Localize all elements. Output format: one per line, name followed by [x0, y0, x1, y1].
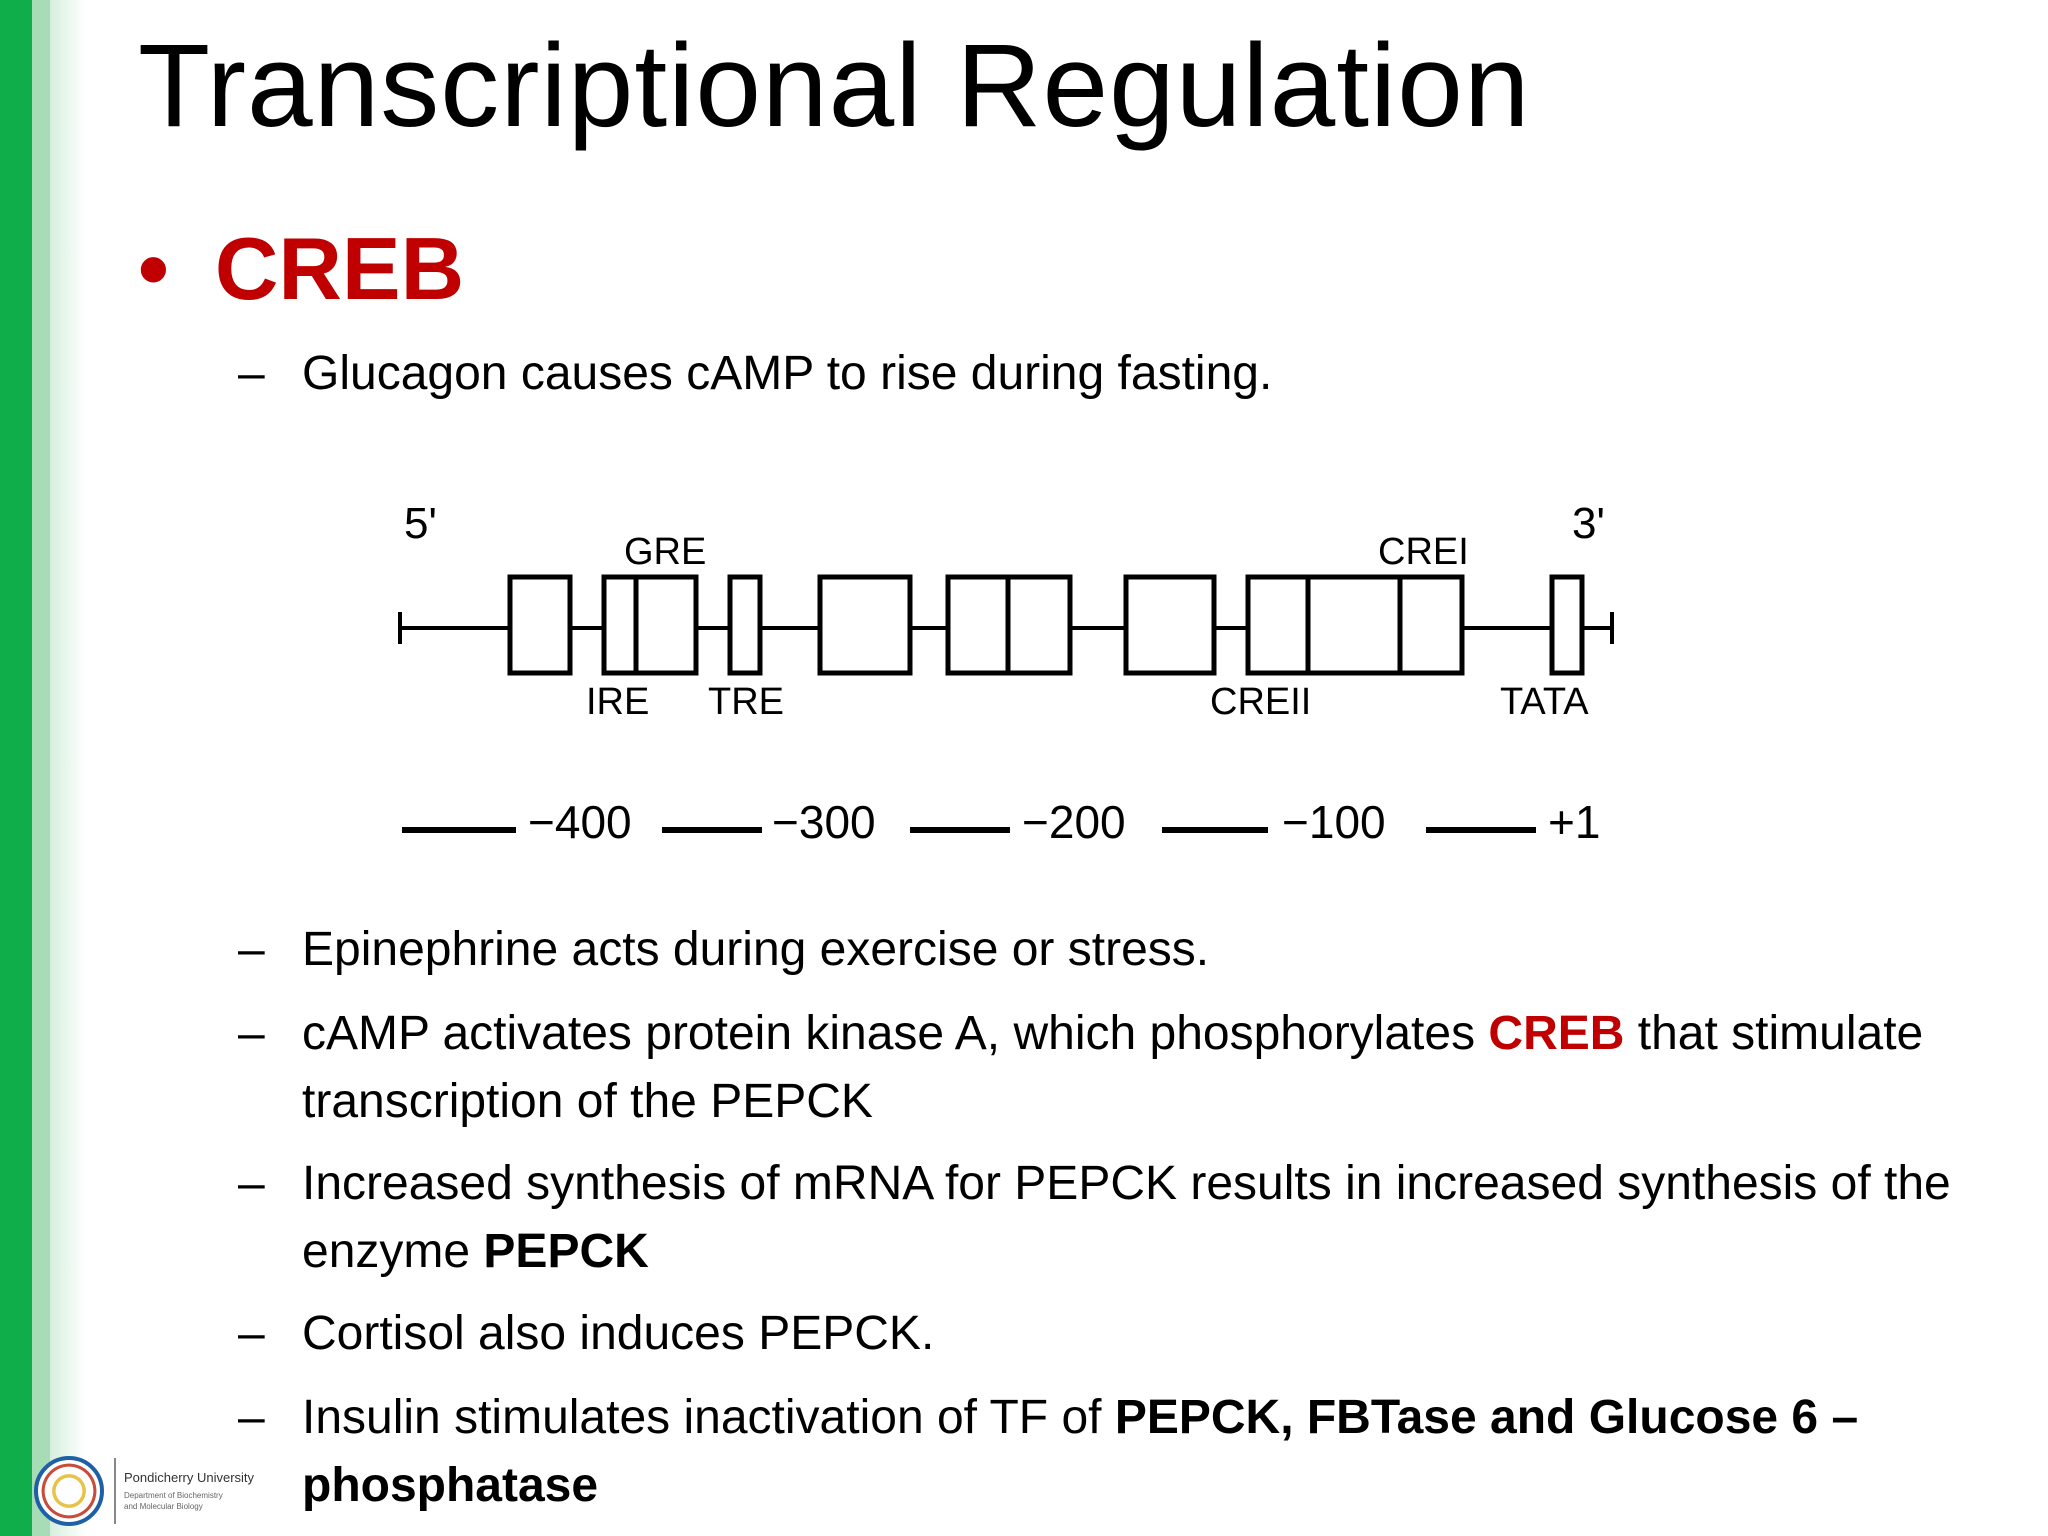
scale-label-300: −300 [772, 796, 876, 848]
list-item-text: cAMP activates protein kinase A, which p… [302, 1007, 1924, 1128]
promoter-diagram: 5' 3' GRE CREI IRE TRE CREII TATA −400 −… [398, 500, 1614, 848]
green-stripe [0, 0, 32, 1536]
light-green-stripe [32, 0, 50, 1536]
crei-label: CREI [1378, 531, 1469, 573]
element-box [945, 574, 1011, 676]
list-item-text: Glucagon causes cAMP to rise during fast… [302, 347, 1273, 400]
tre-label: TRE [708, 681, 784, 723]
creii-box [1245, 574, 1311, 676]
bullet-label: CREB [214, 219, 465, 318]
dash-marker: – [238, 1007, 265, 1060]
list-item-text: Increased synthesis of mRNA for PEPCK re… [302, 1157, 1951, 1278]
ire-label: IRE [586, 681, 649, 723]
five-prime-label: 5' [404, 500, 437, 548]
crei-box [1397, 574, 1465, 676]
scale-label-plus1: +1 [1548, 796, 1600, 848]
list-item: – Insulin stimulates inactivation of TF … [238, 1384, 1978, 1520]
pepck-bold: PEPCK [483, 1225, 649, 1278]
list-item: – cAMP activates protein kinase A, which… [238, 1000, 1978, 1136]
list-item: – Glucagon causes cAMP to rise during fa… [238, 340, 1978, 408]
element-box [507, 574, 573, 676]
creb-highlight: CREB [1488, 1007, 1625, 1060]
gre-label: GRE [624, 531, 706, 573]
dash-marker: – [238, 347, 265, 400]
bullet-marker: • [138, 219, 169, 318]
element-box [1123, 574, 1217, 676]
scale-label-200: −200 [1022, 796, 1126, 848]
list-item-text: Epinephrine acts during exercise or stre… [302, 923, 1210, 976]
logo-divider [114, 1458, 116, 1524]
university-name: Pondicherry University [124, 1470, 255, 1485]
main-bullet: • CREB [138, 218, 464, 320]
dash-marker: – [238, 1157, 265, 1210]
university-seal-icon [34, 1456, 104, 1526]
list-item: – Epinephrine acts during exercise or st… [238, 916, 1978, 984]
element-box [1305, 574, 1403, 676]
dash-marker: – [238, 1391, 265, 1444]
element-box [1005, 574, 1073, 676]
creii-label: CREII [1210, 681, 1311, 723]
dash-marker: – [238, 923, 265, 976]
university-logo: Pondicherry University Department of Bio… [28, 1452, 318, 1532]
tre-box [727, 574, 763, 676]
scale-label-100: −100 [1282, 796, 1386, 848]
enzymes-bold: PEPCK, FBTase and Glucose 6 – phosphatas… [302, 1391, 1859, 1512]
list-item: – Cortisol also induces PEPCK. [238, 1300, 1978, 1368]
element-box [817, 574, 913, 676]
list-item-text: Cortisol also induces PEPCK. [302, 1307, 935, 1360]
tata-box [1549, 574, 1585, 676]
fade-stripe [50, 0, 86, 1536]
ire-box [601, 574, 639, 676]
scale-label-400: −400 [528, 796, 632, 848]
list-item-text: Insulin stimulates inactivation of TF of… [302, 1391, 1859, 1512]
dash-marker: – [238, 1307, 265, 1360]
tata-label: TATA [1500, 681, 1589, 723]
three-prime-label: 3' [1572, 500, 1605, 548]
element-boxes [507, 574, 1585, 676]
department-name: Department of Biochemistry and Molecular … [124, 1491, 223, 1511]
slide-title: Transcriptional Regulation [138, 20, 1531, 152]
list-item: – Increased synthesis of mRNA for PEPCK … [238, 1150, 1978, 1286]
gre-box [633, 574, 699, 676]
